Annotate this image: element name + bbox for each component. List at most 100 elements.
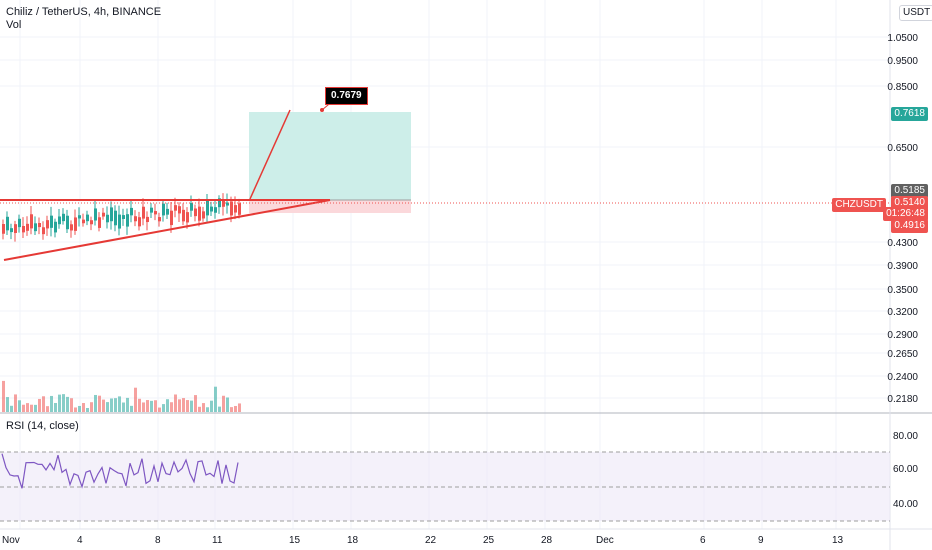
candle [206, 200, 209, 216]
target-zone[interactable] [249, 112, 411, 200]
candle [34, 223, 37, 232]
time-tick: 13 [832, 535, 844, 546]
volume-label[interactable]: Vol [6, 19, 22, 31]
candle [234, 205, 237, 213]
volume-bar [126, 397, 129, 412]
volume-bar [162, 404, 165, 412]
volume-bar [2, 380, 5, 412]
volume-series [2, 380, 241, 412]
time-tick: Dec [596, 535, 614, 546]
volume-bar [214, 386, 217, 412]
volume-bar [46, 406, 49, 412]
currency-button[interactable]: USDT [899, 5, 932, 21]
volume-bar [110, 398, 113, 412]
candle [238, 203, 241, 215]
price-tick: 0.9500 [887, 56, 918, 67]
time-tick: 25 [483, 535, 495, 546]
candle [138, 217, 141, 227]
symbol-tag: CHZUSDT [832, 198, 886, 212]
time-tick: 22 [425, 535, 437, 546]
volume-bar [122, 402, 125, 412]
volume-bar [146, 400, 149, 412]
target-callout[interactable]: 0.7679 [325, 87, 368, 105]
volume-bar [238, 403, 241, 412]
volume-bar [178, 399, 181, 412]
candle [214, 207, 217, 213]
volume-bar [194, 395, 197, 412]
volume-bar [66, 396, 69, 412]
candle [26, 223, 29, 231]
volume-bar [74, 407, 77, 412]
rsi-tick: 40.00 [892, 499, 918, 510]
volume-bar [198, 406, 201, 412]
candle [122, 215, 125, 219]
volume-bar [138, 398, 141, 412]
candle [86, 214, 89, 222]
time-tick: 15 [289, 535, 301, 546]
stop-zone[interactable] [249, 200, 411, 213]
rsi-line[interactable] [1, 453, 239, 489]
price-tick: 1.0500 [887, 33, 918, 44]
candle [82, 219, 85, 224]
volume-bar [202, 403, 205, 412]
candle [134, 216, 137, 222]
target-price-tag: 0.7618 [891, 107, 928, 121]
candle [6, 216, 9, 231]
volume-bar [82, 403, 85, 412]
candle [66, 215, 69, 230]
candle [90, 220, 93, 225]
candle [170, 210, 173, 226]
candle [70, 224, 73, 231]
candle [202, 211, 205, 219]
price-tick: 0.2650 [887, 349, 918, 360]
volume-bar [142, 402, 145, 412]
price-tick: 0.2180 [887, 394, 918, 405]
candle [222, 200, 225, 207]
candle [194, 208, 197, 217]
candle [210, 206, 213, 212]
volume-bar [106, 402, 109, 412]
rsi-tick: 80.00 [892, 431, 918, 442]
volume-bar [170, 402, 173, 412]
volume-bar [54, 402, 57, 412]
volume-bar [226, 397, 229, 412]
candle [50, 215, 53, 228]
chart-title[interactable]: Chiliz / TetherUS, 4h, BINANCE [6, 6, 162, 18]
projection-line[interactable] [249, 109, 291, 200]
candle [158, 217, 161, 222]
time-tick: 4 [77, 535, 83, 546]
volume-bar [154, 400, 157, 412]
candle [174, 205, 177, 211]
ascending-support-line[interactable] [3, 199, 331, 261]
candle [126, 214, 129, 227]
volume-bar [94, 394, 97, 412]
rsi-label[interactable]: RSI (14, close) [6, 420, 79, 432]
volume-bar [86, 407, 89, 412]
candle [14, 224, 17, 234]
price-tick: 0.8500 [887, 82, 918, 93]
candle [178, 206, 181, 214]
chart-grid [0, 0, 890, 529]
volume-bar [90, 402, 93, 412]
volume-bar [70, 398, 73, 412]
volume-bar [50, 395, 53, 412]
stop-price-tag: 0.4916 [891, 219, 928, 233]
candle [22, 226, 25, 233]
volume-bar [102, 399, 105, 412]
candle [162, 203, 165, 216]
time-tick: 18 [347, 535, 359, 546]
volume-bar [114, 398, 117, 412]
price-tick: 0.3500 [887, 285, 918, 296]
volume-bar [210, 400, 213, 412]
volume-bar [174, 394, 177, 412]
time-tick: 28 [541, 535, 553, 546]
price-tick: 0.2900 [887, 330, 918, 341]
candle [166, 208, 169, 215]
candle [94, 208, 97, 221]
candle [42, 227, 45, 235]
candlestick-series[interactable] [2, 193, 241, 242]
candle [46, 220, 49, 229]
volume-bar [34, 404, 37, 412]
